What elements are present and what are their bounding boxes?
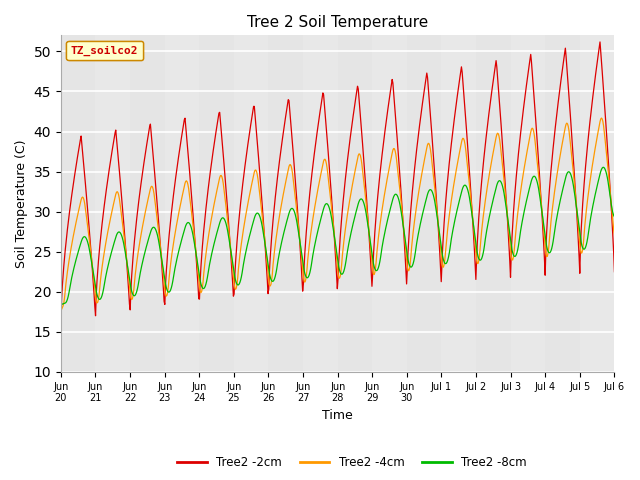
X-axis label: Time: Time [323, 409, 353, 422]
Line: Tree2 -8cm: Tree2 -8cm [61, 168, 614, 304]
Tree2 -2cm [224, 207, 232, 213]
Tree2 -2cm [251, 112, 259, 118]
Tree2 -8cm [58, 301, 65, 307]
Tree2 -4cm [224, 217, 232, 223]
Tree2 -4cm [122, 249, 130, 254]
Tree2 -8cm [396, 199, 403, 205]
Tree2 -2cm [395, 156, 403, 161]
Bar [476, 36, 511, 372]
Tree2 -8cm [123, 257, 131, 263]
Tree2 -2cm [426, 103, 433, 108]
Bar [338, 36, 372, 372]
Bar [545, 36, 580, 372]
Tree2 -8cm [600, 165, 607, 170]
Tree2 -2cm [611, 269, 618, 275]
Bar [61, 36, 95, 372]
Line: Tree2 -2cm: Tree2 -2cm [61, 42, 614, 324]
Tree2 -8cm [252, 212, 260, 217]
Bar [268, 36, 303, 372]
Legend: TZ_soilco2: TZ_soilco2 [67, 41, 143, 60]
Tree2 -8cm [427, 187, 435, 192]
Bar [199, 36, 234, 372]
Tree2 -8cm [611, 214, 618, 220]
Tree2 -4cm [57, 308, 65, 313]
Line: Tree2 -4cm: Tree2 -4cm [61, 118, 614, 311]
Tree2 -4cm [251, 168, 259, 173]
Tree2 -2cm [272, 188, 280, 194]
Tree2 -4cm [611, 231, 618, 237]
Tree2 -4cm [395, 176, 403, 181]
Y-axis label: Soil Temperature (C): Soil Temperature (C) [15, 139, 28, 268]
Tree2 -8cm [57, 301, 65, 307]
Tree2 -2cm [122, 248, 130, 253]
Tree2 -8cm [273, 266, 280, 272]
Tree2 -2cm [596, 39, 604, 45]
Tree2 -4cm [598, 115, 605, 121]
Tree2 -4cm [272, 236, 280, 242]
Title: Tree 2 Soil Temperature: Tree 2 Soil Temperature [247, 15, 428, 30]
Tree2 -8cm [225, 232, 232, 238]
Legend: Tree2 -2cm, Tree2 -4cm, Tree2 -8cm: Tree2 -2cm, Tree2 -4cm, Tree2 -8cm [173, 452, 531, 474]
Tree2 -4cm [426, 143, 433, 148]
Bar [407, 36, 442, 372]
Tree2 -2cm [57, 321, 65, 327]
Bar [130, 36, 164, 372]
